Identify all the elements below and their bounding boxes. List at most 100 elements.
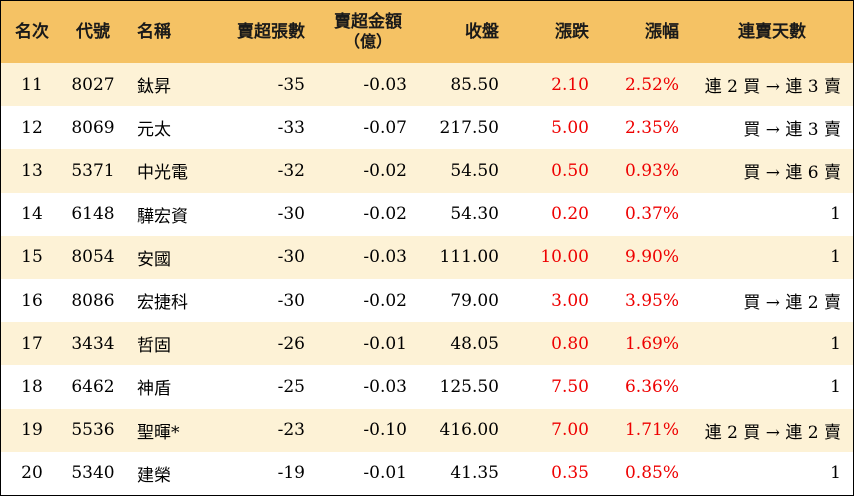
cell-rank: 19 bbox=[21, 420, 43, 441]
cell-change: 10.00 bbox=[540, 247, 589, 268]
cell-change: 0.50 bbox=[551, 160, 589, 181]
header-close: 收盤 bbox=[465, 22, 499, 42]
table-row: 14 6148 驊宏資 -30 -0.02 54.30 0.20 0.37% 1 bbox=[1, 192, 853, 236]
cell-sell-amount: -0.03 bbox=[363, 74, 407, 95]
cell-sell-lots: -25 bbox=[277, 376, 305, 397]
cell-streak: 買 → 連 6 賣 bbox=[743, 163, 841, 184]
cell-sell-lots: -35 bbox=[277, 74, 305, 95]
cell-code: 5536 bbox=[71, 420, 115, 441]
cell-rank: 13 bbox=[21, 160, 43, 181]
cell-change-pct: 6.36% bbox=[624, 376, 679, 397]
cell-sell-amount: -0.02 bbox=[363, 160, 407, 181]
cell-change: 7.00 bbox=[551, 420, 589, 441]
cell-change: 0.35 bbox=[551, 463, 589, 484]
cell-streak: 1 bbox=[830, 376, 841, 397]
header-code: 代號 bbox=[76, 22, 110, 42]
cell-sell-lots: -26 bbox=[277, 333, 305, 354]
cell-close: 48.05 bbox=[450, 333, 499, 354]
cell-close: 54.30 bbox=[450, 204, 499, 225]
cell-sell-amount: -0.10 bbox=[363, 420, 407, 441]
cell-change: 3.00 bbox=[551, 290, 589, 311]
header-sell-lots: 賣超張數 bbox=[237, 22, 305, 42]
cell-name: 聖暉* bbox=[137, 422, 180, 443]
cell-rank: 14 bbox=[21, 204, 43, 225]
cell-sell-lots: -23 bbox=[277, 420, 305, 441]
cell-name: 哲固 bbox=[137, 336, 171, 357]
cell-code: 3434 bbox=[71, 333, 115, 354]
cell-change-pct: 0.37% bbox=[624, 204, 679, 225]
table-row: 18 6462 神盾 -25 -0.03 125.50 7.50 6.36% 1 bbox=[1, 365, 853, 409]
cell-name: 中光電 bbox=[137, 163, 188, 184]
cell-change: 7.50 bbox=[551, 376, 589, 397]
cell-close: 111.00 bbox=[439, 247, 499, 268]
header-sell-amount-unit: （億） bbox=[343, 32, 392, 51]
cell-rank: 11 bbox=[21, 74, 43, 95]
cell-name: 驊宏資 bbox=[137, 206, 188, 227]
cell-rank: 20 bbox=[21, 463, 43, 484]
cell-streak: 連 2 買 → 連 2 賣 bbox=[704, 422, 841, 443]
table-row: 20 5340 建榮 -19 -0.01 41.35 0.35 0.85% 1 bbox=[1, 451, 853, 495]
cell-sell-lots: -30 bbox=[277, 247, 305, 268]
cell-streak: 買 → 連 3 賣 bbox=[743, 120, 841, 141]
table-body: 11 8027 鈦昇 -35 -0.03 85.50 2.10 2.52% 連 … bbox=[1, 63, 853, 495]
cell-sell-lots: -30 bbox=[277, 204, 305, 225]
cell-sell-amount: -0.03 bbox=[363, 247, 407, 268]
cell-change-pct: 3.95% bbox=[624, 290, 679, 311]
cell-change-pct: 0.93% bbox=[624, 160, 679, 181]
cell-name: 宏捷科 bbox=[137, 293, 188, 314]
cell-close: 85.50 bbox=[450, 74, 499, 95]
cell-rank: 15 bbox=[21, 247, 43, 268]
cell-change: 2.10 bbox=[551, 74, 589, 95]
table-row: 16 8086 宏捷科 -30 -0.02 79.00 3.00 3.95% 買… bbox=[1, 278, 853, 323]
table-row: 12 8069 元太 -33 -0.07 217.50 5.00 2.35% 買… bbox=[1, 106, 853, 150]
cell-code: 6148 bbox=[71, 204, 115, 225]
cell-rank: 18 bbox=[21, 376, 43, 397]
cell-name: 鈦昇 bbox=[137, 77, 171, 98]
table-header-row: 名次 代號 名稱 賣超張數 賣超金額 （億） 收盤 漲跌 漲幅 連賣天數 bbox=[1, 1, 853, 63]
cell-code: 8086 bbox=[71, 290, 115, 311]
cell-close: 416.00 bbox=[439, 420, 499, 441]
table-row: 17 3434 哲固 -26 -0.01 48.05 0.80 1.69% 1 bbox=[1, 322, 853, 366]
cell-change: 0.80 bbox=[551, 333, 589, 354]
cell-sell-lots: -32 bbox=[277, 160, 305, 181]
cell-rank: 16 bbox=[21, 290, 43, 311]
cell-sell-amount: -0.01 bbox=[363, 333, 407, 354]
cell-sell-amount: -0.02 bbox=[363, 204, 407, 225]
cell-close: 41.35 bbox=[450, 463, 499, 484]
cell-name: 元太 bbox=[137, 120, 171, 141]
cell-close: 54.50 bbox=[450, 160, 499, 181]
cell-streak: 連 2 買 → 連 3 賣 bbox=[704, 77, 841, 98]
cell-rank: 17 bbox=[21, 333, 43, 354]
cell-change: 0.20 bbox=[551, 204, 589, 225]
cell-rank: 12 bbox=[21, 117, 43, 138]
cell-code: 6462 bbox=[71, 376, 115, 397]
cell-streak: 1 bbox=[830, 204, 841, 225]
cell-streak: 1 bbox=[830, 247, 841, 268]
cell-change-pct: 9.90% bbox=[624, 247, 679, 268]
cell-sell-amount: -0.01 bbox=[363, 463, 407, 484]
header-streak: 連賣天數 bbox=[738, 22, 806, 42]
cell-close: 217.50 bbox=[439, 117, 499, 138]
table-row: 11 8027 鈦昇 -35 -0.03 85.50 2.10 2.52% 連 … bbox=[1, 63, 853, 107]
header-rank: 名次 bbox=[15, 22, 49, 42]
cell-name: 神盾 bbox=[137, 379, 171, 400]
cell-change-pct: 0.85% bbox=[624, 463, 679, 484]
cell-sell-lots: -19 bbox=[277, 463, 305, 484]
cell-close: 79.00 bbox=[450, 290, 499, 311]
table-row: 19 5536 聖暉* -23 -0.10 416.00 7.00 1.71% … bbox=[1, 408, 853, 452]
cell-streak: 1 bbox=[830, 463, 841, 484]
cell-sell-amount: -0.03 bbox=[363, 376, 407, 397]
cell-sell-lots: -33 bbox=[277, 117, 305, 138]
cell-streak: 1 bbox=[830, 333, 841, 354]
header-sell-amount-label: 賣超金額 bbox=[334, 12, 402, 32]
header-change-pct: 漲幅 bbox=[645, 22, 679, 42]
cell-change-pct: 1.69% bbox=[624, 333, 679, 354]
header-sell-amount: 賣超金額 （億） bbox=[317, 1, 419, 63]
cell-change-pct: 1.71% bbox=[624, 420, 679, 441]
cell-code: 8069 bbox=[71, 117, 115, 138]
cell-sell-amount: -0.02 bbox=[363, 290, 407, 311]
cell-code: 5340 bbox=[71, 463, 115, 484]
table-row: 13 5371 中光電 -32 -0.02 54.50 0.50 0.93% 買… bbox=[1, 149, 853, 193]
